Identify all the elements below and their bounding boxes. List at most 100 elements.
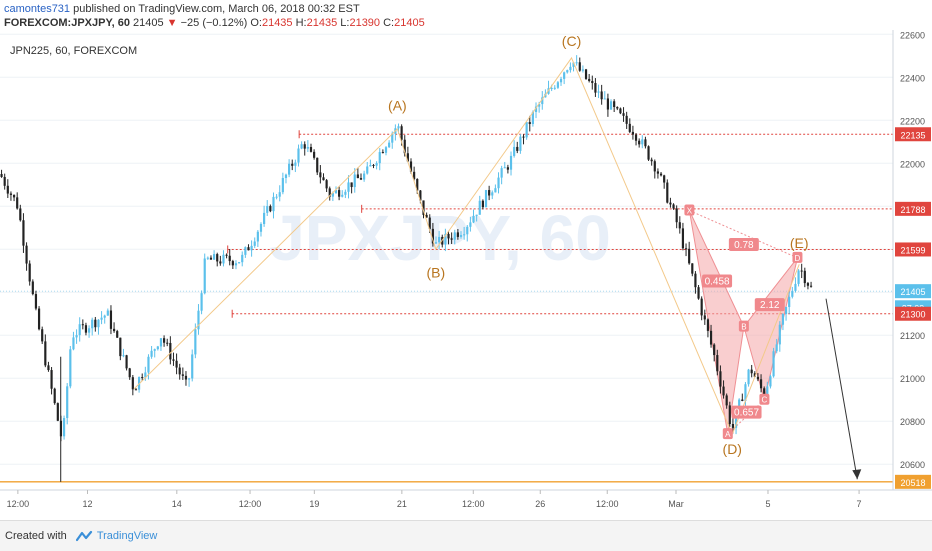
candle-body: [522, 136, 525, 138]
candle-body: [259, 223, 263, 232]
candle-body: [459, 235, 463, 237]
candle-body: [128, 368, 131, 378]
pattern-point-badge: [792, 251, 803, 263]
candle-body: [550, 87, 553, 89]
candle-body: [250, 245, 253, 251]
candle-body: [425, 214, 428, 218]
candle-body: [266, 206, 269, 213]
candle-body: [197, 310, 200, 330]
x-tick-label: 21: [397, 499, 407, 509]
time-axis[interactable]: 12:00 12 14 12:00 19 21 12:00 26 12:00 Mar 5 7: [7, 490, 862, 509]
candles-layer: [0, 55, 813, 482]
candle-body: [6, 185, 9, 194]
open-value: 21435: [261, 17, 293, 29]
x-tick-label: 14: [172, 499, 182, 509]
candle-body: [644, 139, 647, 147]
created-with-text: Created with: [5, 530, 67, 542]
candle-body: [328, 188, 331, 197]
candle-body: [563, 72, 566, 79]
candle-body: [319, 172, 322, 178]
candle-body: [728, 405, 731, 424]
candle-body: [594, 83, 597, 93]
price-tag-box: [895, 242, 931, 257]
candle-body: [172, 359, 175, 361]
candle-body: [756, 376, 760, 380]
ratio-label: 0.458: [705, 276, 730, 287]
candle-body: [559, 78, 563, 83]
candle-body: [606, 98, 610, 110]
candle-body: [216, 254, 219, 262]
projection-arrow: [825, 298, 858, 480]
candle-body: [475, 214, 478, 216]
candle-body: [397, 126, 400, 129]
candle-body: [297, 148, 300, 163]
candle-body: [34, 294, 38, 309]
price-tag-box: [895, 474, 931, 489]
candle-body: [766, 386, 769, 399]
candle-body: [706, 319, 710, 331]
candle-body: [403, 139, 406, 154]
wave-label: (B): [426, 265, 445, 281]
candle-body: [84, 325, 88, 333]
pattern-point-label: B: [741, 323, 746, 332]
candle-body: [691, 263, 694, 274]
publish-info: camontes731 published on TradingView.com…: [4, 3, 360, 15]
tradingview-brand[interactable]: TradingView: [96, 530, 158, 542]
candle-body: [775, 344, 778, 352]
y-tick-label: 20600: [900, 460, 925, 470]
candle-body: [534, 106, 538, 112]
candle-body: [278, 192, 281, 197]
pattern-triangle-bcd: [743, 257, 798, 400]
tradingview-logo-icon: [75, 530, 92, 542]
candle-body: [112, 328, 116, 332]
candle-body: [144, 372, 147, 378]
y-tick-label: 20800: [900, 417, 925, 427]
change-value: −25 (−0.12%): [180, 17, 248, 29]
candle-body: [116, 331, 119, 338]
candle-body: [28, 263, 31, 282]
candle-body: [484, 190, 488, 208]
ohlc-line: FOREXCOM:JPXJPY, 60 21405 ▼ −25 (−0.12%)…: [4, 17, 425, 29]
last-price: 21405: [133, 17, 164, 29]
author-link[interactable]: camontes731: [4, 3, 71, 15]
ratio-badge: [728, 237, 759, 251]
candle-body: [331, 193, 334, 197]
candle-body: [228, 255, 231, 262]
x-tick-label: 26: [535, 499, 545, 509]
candle-body: [806, 283, 810, 286]
x-tick-label: 12: [83, 499, 93, 509]
candle-body: [413, 171, 416, 180]
candle-body: [281, 178, 284, 193]
candle-body: [244, 247, 247, 255]
pattern-point-label: C: [762, 396, 768, 405]
candle-body: [809, 285, 813, 287]
candle-body: [641, 139, 644, 145]
x-tick-label: 5: [765, 499, 770, 509]
candle-body: [731, 423, 735, 428]
wave-label: (A): [388, 97, 407, 113]
candle-body: [556, 82, 559, 88]
arrow-head-icon: [852, 469, 862, 480]
candle-body: [166, 342, 169, 344]
candle-body: [600, 91, 603, 100]
candle-body: [234, 263, 238, 266]
price-tag-label: 21300: [900, 310, 925, 320]
candle-body: [222, 254, 225, 264]
y-tick-label: 22000: [900, 159, 925, 169]
x-tick-label: 12:00: [7, 499, 30, 509]
wave-label: (D): [723, 441, 742, 457]
candle-body: [69, 349, 72, 387]
candle-body: [419, 190, 422, 201]
candle-body: [719, 371, 722, 387]
candle-body: [353, 174, 356, 188]
candle-body: [131, 377, 134, 390]
candle-body: [553, 87, 556, 89]
created-with: Created with TradingView: [5, 530, 157, 542]
candle-body: [663, 175, 666, 183]
chart-area[interactable]: JPXJPY, 60 JPN225, 60, FOREXCOM (A)(B)(C…: [0, 30, 932, 520]
candle-body: [384, 147, 388, 153]
candle-body: [91, 319, 94, 329]
candle-body: [709, 330, 713, 345]
candle-body: [9, 193, 13, 195]
candle-body: [588, 78, 591, 81]
